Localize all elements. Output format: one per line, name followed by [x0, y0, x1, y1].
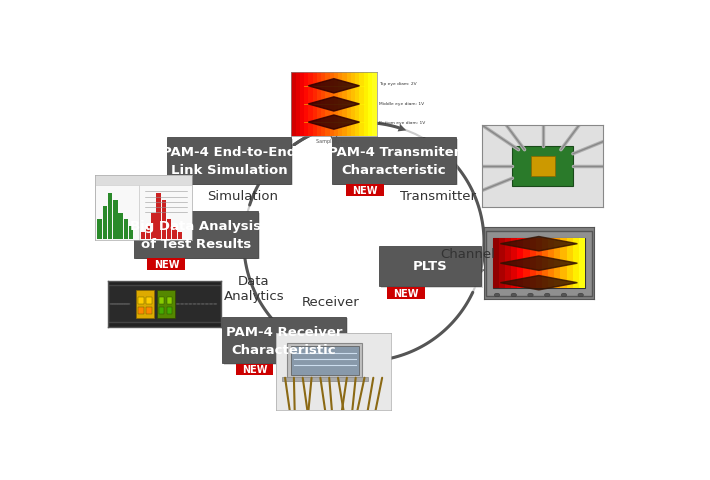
Text: PLTS: PLTS: [413, 260, 447, 273]
FancyBboxPatch shape: [332, 138, 456, 184]
Text: NEW: NEW: [393, 288, 419, 298]
FancyBboxPatch shape: [134, 212, 258, 258]
Text: PAM-4 Transmiter
Characteristic: PAM-4 Transmiter Characteristic: [328, 145, 460, 177]
FancyBboxPatch shape: [148, 258, 185, 270]
Text: NEW: NEW: [352, 185, 377, 195]
FancyBboxPatch shape: [346, 184, 383, 196]
FancyBboxPatch shape: [381, 248, 483, 288]
FancyBboxPatch shape: [387, 287, 425, 299]
FancyBboxPatch shape: [170, 140, 293, 186]
Text: NEW: NEW: [242, 365, 267, 375]
Text: Transmitter: Transmitter: [400, 190, 476, 203]
Text: Receiver: Receiver: [302, 295, 360, 308]
Text: Simulation: Simulation: [207, 190, 278, 203]
FancyBboxPatch shape: [167, 138, 291, 184]
FancyBboxPatch shape: [334, 140, 458, 186]
FancyBboxPatch shape: [136, 214, 260, 260]
Text: Data
Analytics: Data Analytics: [224, 275, 284, 302]
Text: Channel: Channel: [439, 247, 495, 260]
Text: NEW: NEW: [154, 259, 179, 269]
FancyBboxPatch shape: [222, 317, 346, 363]
Text: Big Data Analysis
of Test Results: Big Data Analysis of Test Results: [131, 219, 261, 251]
Text: PAM-4 Receiver
Characteristic: PAM-4 Receiver Characteristic: [226, 325, 342, 356]
FancyBboxPatch shape: [224, 319, 348, 365]
FancyBboxPatch shape: [236, 364, 273, 376]
FancyBboxPatch shape: [379, 246, 481, 287]
Text: PAM-4 End-to-End
Link Simulation: PAM-4 End-to-End Link Simulation: [162, 145, 296, 177]
